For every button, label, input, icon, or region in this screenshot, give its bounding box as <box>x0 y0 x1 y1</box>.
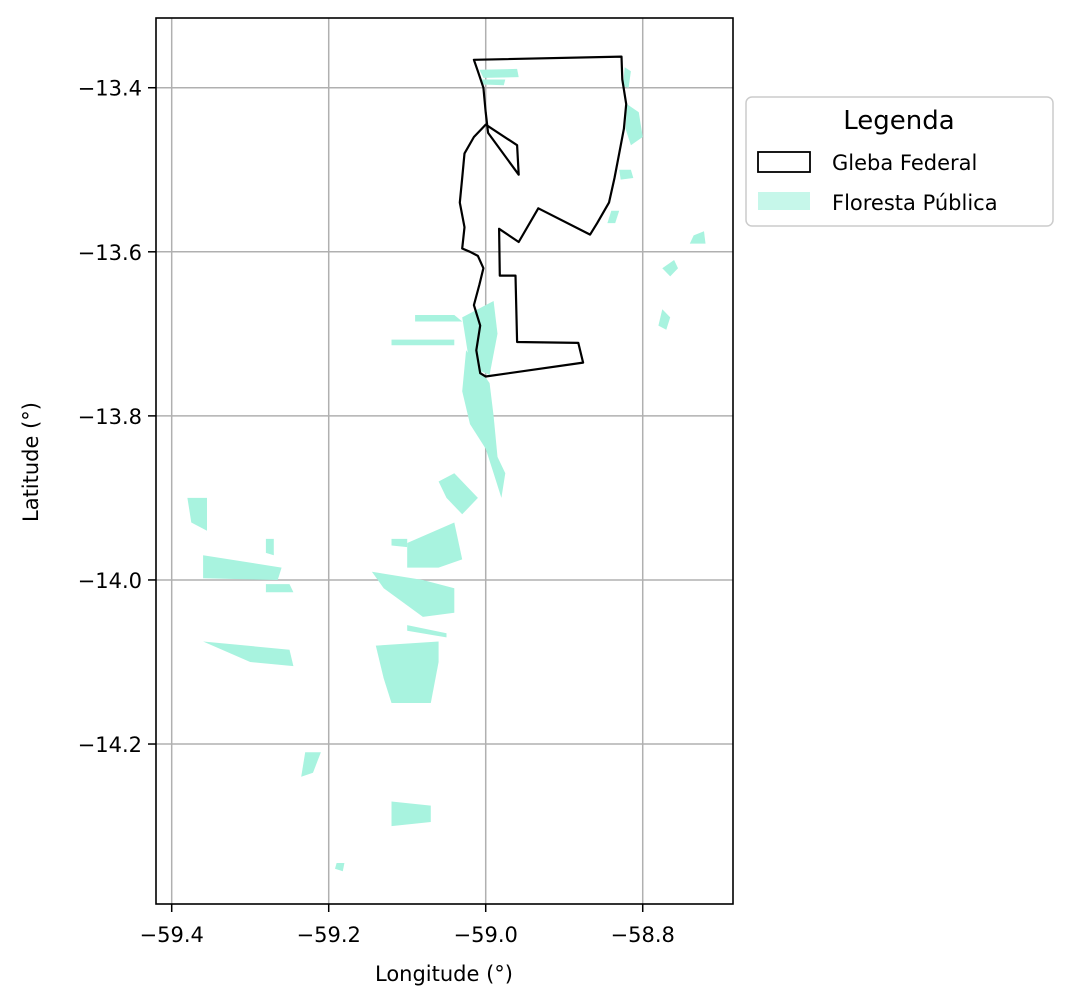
y-tick-label: −13.8 <box>78 405 142 429</box>
grid <box>156 18 733 904</box>
axis-ticks: −59.4 −59.2 −59.0 −58.8 −13.4 −13.6 −13.8 −14.0… <box>78 77 675 947</box>
floresta-publica-polygon <box>391 801 431 827</box>
floresta-publica-polygon <box>407 625 447 638</box>
floresta-publica-polygon <box>391 339 455 346</box>
floresta-publica-polygon <box>203 555 282 580</box>
floresta-publica-polygon <box>607 210 620 224</box>
floresta-publica-polygon <box>375 641 439 703</box>
floresta-publica-polygon <box>407 522 463 568</box>
floresta-publica-polygon <box>391 538 408 548</box>
floresta-publica-polygon <box>625 104 643 146</box>
floresta-publica-polygon <box>301 752 321 777</box>
gleba-federal-outline <box>458 55 628 378</box>
floresta-publica-polygon <box>371 571 455 617</box>
legend: Legenda Gleba Federal Floresta Pública <box>745 96 1054 227</box>
legend-swatch-gleba <box>757 151 811 173</box>
y-tick-label: −13.4 <box>78 77 142 101</box>
legend-label-gleba: Gleba Federal <box>832 151 977 175</box>
legend-box <box>745 96 1054 227</box>
floresta-publica-polygon <box>462 301 498 375</box>
y-tick-label: −14.2 <box>78 733 142 757</box>
plot-frame <box>155 17 734 905</box>
floresta-publica-polygon <box>265 538 274 556</box>
floresta-publica-polygon <box>187 497 207 531</box>
floresta-publica-polygon <box>265 584 294 593</box>
floresta-publica-polygon <box>479 68 519 78</box>
x-axis-label: Longitude (°) <box>375 962 513 986</box>
floresta-publica-polygon <box>462 350 506 498</box>
floresta-publica-polygon <box>415 315 463 322</box>
legend-label-floresta: Floresta Pública <box>832 191 998 215</box>
floresta-publica-layer <box>187 67 706 872</box>
floresta-publica-polygon <box>662 260 678 277</box>
x-tick-label: −59.0 <box>454 923 518 947</box>
x-tick-label: −58.8 <box>611 923 675 947</box>
floresta-publica-polygon <box>619 169 634 180</box>
y-tick-label: −14.0 <box>78 569 142 593</box>
floresta-publica-polygon <box>203 641 294 667</box>
x-tick-label: −59.4 <box>140 923 204 947</box>
floresta-publica-polygon <box>438 473 478 515</box>
floresta-publica-polygon <box>623 67 631 88</box>
legend-swatch-floresta <box>758 192 810 210</box>
gleba-federal-layer <box>458 55 628 378</box>
x-tick-label: −59.2 <box>297 923 361 947</box>
floresta-publica-polygon <box>658 309 671 330</box>
floresta-publica-polygon <box>335 863 345 872</box>
floresta-publica-polygon <box>481 79 506 86</box>
y-tick-label: −13.6 <box>78 241 142 265</box>
floresta-publica-polygon <box>689 231 706 244</box>
y-axis-label: Latitude (°) <box>19 402 43 522</box>
legend-title: Legenda <box>843 106 954 136</box>
